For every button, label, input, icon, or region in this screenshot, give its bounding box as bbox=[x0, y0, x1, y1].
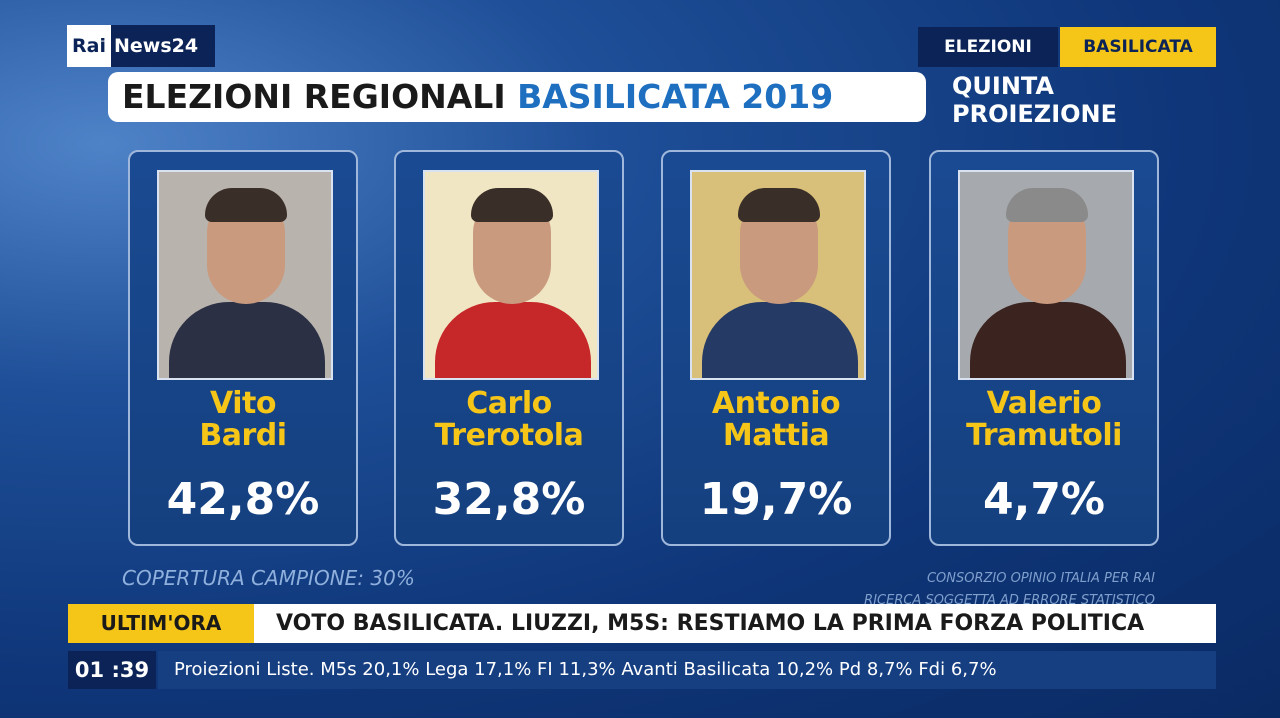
photo-hair bbox=[205, 188, 287, 222]
logo-channel: News24 bbox=[114, 35, 199, 57]
logo-rai: Rai bbox=[67, 25, 111, 67]
candidate-name: Valerio bbox=[986, 386, 1102, 421]
subtitle-line: QUINTA bbox=[952, 72, 1054, 100]
candidate-photo bbox=[958, 170, 1134, 380]
photo-body bbox=[435, 302, 591, 378]
candidate-card: Valerio Tramutoli 4,7% bbox=[929, 150, 1159, 546]
title-highlight: BASILICATA 2019 bbox=[517, 77, 834, 116]
candidate-card: Vito Bardi 42,8% bbox=[128, 150, 358, 546]
candidate-name: Tramutoli bbox=[966, 418, 1122, 453]
subtitle: QUINTA PROIEZIONE bbox=[952, 72, 1117, 128]
candidate-percent: 32,8% bbox=[432, 474, 586, 525]
candidate-card: Antonio Mattia 19,7% bbox=[661, 150, 891, 546]
title: ELEZIONI REGIONALI bbox=[122, 77, 506, 116]
photo-hair bbox=[1006, 188, 1088, 222]
title-bar: ELEZIONI REGIONALI BASILICATA 2019 bbox=[108, 72, 926, 122]
photo-hair bbox=[471, 188, 553, 222]
candidate-name: Carlo bbox=[466, 386, 552, 421]
tag: ELEZIONI bbox=[918, 27, 1058, 67]
coverage: COPERTURA CAMPIONE: 30% bbox=[122, 566, 415, 590]
candidate-name: Antonio bbox=[711, 386, 841, 421]
ticker-headline: VOTO BASILICATA. LIUZZI, M5S: RESTIAMO L… bbox=[254, 604, 1216, 643]
candidate-percent: 4,7% bbox=[982, 474, 1106, 525]
candidate-card: Carlo Trerotola 32,8% bbox=[394, 150, 624, 546]
candidate-name: Bardi bbox=[199, 418, 287, 453]
candidate-name: Trerotola bbox=[434, 418, 584, 453]
photo-hair bbox=[738, 188, 820, 222]
candidate-percent: 19,7% bbox=[699, 474, 853, 525]
tag-highlight: BASILICATA bbox=[1060, 27, 1216, 67]
candidate-photo bbox=[690, 170, 866, 380]
candidate-percent: 42,8% bbox=[166, 474, 320, 525]
candidate-name: Vito bbox=[210, 386, 276, 421]
photo-body bbox=[169, 302, 325, 378]
candidate-photo bbox=[423, 170, 599, 380]
candidate-name: Mattia bbox=[722, 418, 830, 453]
candidate-photo bbox=[157, 170, 333, 380]
ticker-label: ULTIM'ORA bbox=[68, 604, 254, 643]
photo-body bbox=[702, 302, 858, 378]
photo-body bbox=[970, 302, 1126, 378]
source-line: CONSORZIO OPINIO ITALIA PER RAI bbox=[926, 571, 1155, 586]
ticker-crawl: Proiezioni Liste. M5s 20,1% Lega 17,1% F… bbox=[158, 651, 1216, 689]
logo: Rai News24 bbox=[67, 25, 215, 67]
clock: 01 :39 bbox=[68, 651, 156, 689]
subtitle-line: PROIEZIONE bbox=[952, 100, 1118, 128]
